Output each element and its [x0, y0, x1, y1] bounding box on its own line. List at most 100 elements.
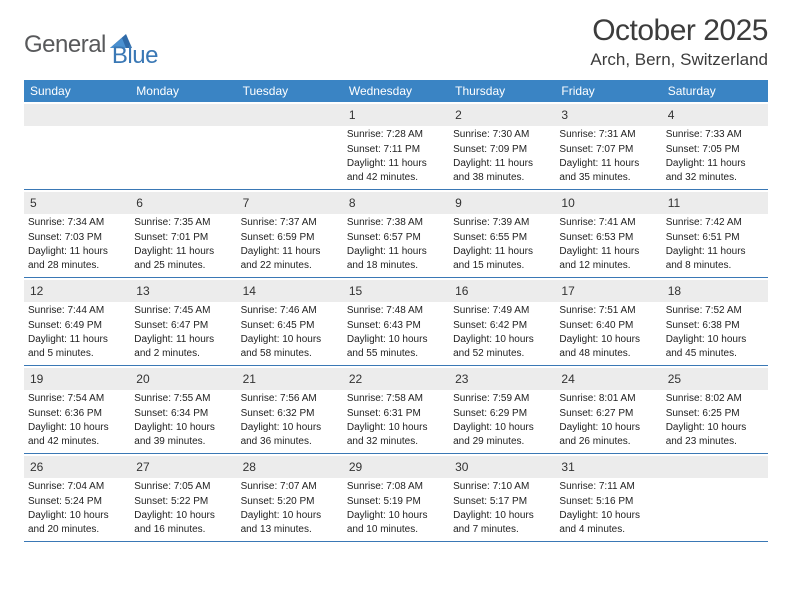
- day-sunrise: Sunrise: 7:45 AM: [134, 304, 232, 318]
- day-sunset: Sunset: 6:34 PM: [134, 407, 232, 421]
- day-details: Sunrise: 7:10 AMSunset: 5:17 PMDaylight:…: [453, 480, 551, 536]
- day-details: Sunrise: 7:51 AMSunset: 6:40 PMDaylight:…: [559, 304, 657, 360]
- day-number-row: 11: [662, 192, 768, 214]
- day-daylight: Daylight: 10 hours and 45 minutes.: [666, 333, 764, 360]
- day-number-row: 21: [237, 368, 343, 390]
- dow-thursday: Thursday: [449, 80, 555, 102]
- week-row: 12 Sunrise: 7:44 AMSunset: 6:49 PMDayligh…: [24, 278, 768, 366]
- day-number: 20: [136, 372, 149, 386]
- day-daylight: Daylight: 11 hours and 35 minutes.: [559, 157, 657, 184]
- day-details: Sunrise: 7:33 AMSunset: 7:05 PMDaylight:…: [666, 128, 764, 184]
- day-number: 17: [561, 284, 574, 298]
- day-details: Sunrise: 7:04 AMSunset: 5:24 PMDaylight:…: [28, 480, 126, 536]
- day-number-row: 28: [237, 456, 343, 478]
- day-number: 8: [349, 196, 356, 210]
- day-daylight: Daylight: 10 hours and 32 minutes.: [347, 421, 445, 448]
- day-details: Sunrise: 7:07 AMSunset: 5:20 PMDaylight:…: [241, 480, 339, 536]
- day-number-row: 8: [343, 192, 449, 214]
- day-details: Sunrise: 8:02 AMSunset: 6:25 PMDaylight:…: [666, 392, 764, 448]
- day-details: Sunrise: 7:42 AMSunset: 6:51 PMDaylight:…: [666, 216, 764, 272]
- day-sunset: Sunset: 5:19 PM: [347, 495, 445, 509]
- day-number: 31: [561, 460, 574, 474]
- day-sunrise: Sunrise: 7:35 AM: [134, 216, 232, 230]
- day-sunset: Sunset: 6:45 PM: [241, 319, 339, 333]
- day-number-row: .: [130, 104, 236, 126]
- day-daylight: Daylight: 10 hours and 29 minutes.: [453, 421, 551, 448]
- day-number-row: 12: [24, 280, 130, 302]
- day-details: Sunrise: 7:54 AMSunset: 6:36 PMDaylight:…: [28, 392, 126, 448]
- day-cell: 18Sunrise: 7:52 AMSunset: 6:38 PMDayligh…: [662, 278, 768, 365]
- day-number: 16: [455, 284, 468, 298]
- day-sunset: Sunset: 5:20 PM: [241, 495, 339, 509]
- day-sunset: Sunset: 6:55 PM: [453, 231, 551, 245]
- day-sunrise: Sunrise: 7:04 AM: [28, 480, 126, 494]
- day-cell: 31Sunrise: 7:11 AMSunset: 5:16 PMDayligh…: [555, 454, 661, 541]
- day-number: 13: [136, 284, 149, 298]
- day-details: Sunrise: 7:52 AMSunset: 6:38 PMDaylight:…: [666, 304, 764, 360]
- page-header: General Blue October 2025 Arch, Bern, Sw…: [24, 14, 768, 70]
- day-details: Sunrise: 7:48 AMSunset: 6:43 PMDaylight:…: [347, 304, 445, 360]
- day-daylight: Daylight: 11 hours and 22 minutes.: [241, 245, 339, 272]
- day-sunset: Sunset: 6:32 PM: [241, 407, 339, 421]
- day-cell: 9Sunrise: 7:39 AMSunset: 6:55 PMDaylight…: [449, 190, 555, 277]
- day-daylight: Daylight: 10 hours and 20 minutes.: [28, 509, 126, 536]
- day-sunset: Sunset: 7:07 PM: [559, 143, 657, 157]
- day-number: 25: [668, 372, 681, 386]
- day-cell: .: [237, 102, 343, 189]
- day-cell: 27Sunrise: 7:05 AMSunset: 5:22 PMDayligh…: [130, 454, 236, 541]
- day-daylight: Daylight: 10 hours and 36 minutes.: [241, 421, 339, 448]
- dow-saturday: Saturday: [662, 80, 768, 102]
- day-number-row: 5: [24, 192, 130, 214]
- day-sunset: Sunset: 6:57 PM: [347, 231, 445, 245]
- day-sunrise: Sunrise: 7:31 AM: [559, 128, 657, 142]
- week-row: 19 Sunrise: 7:54 AMSunset: 6:36 PMDayligh…: [24, 366, 768, 454]
- day-details: Sunrise: 7:59 AMSunset: 6:29 PMDaylight:…: [453, 392, 551, 448]
- day-sunrise: Sunrise: 7:07 AM: [241, 480, 339, 494]
- day-sunset: Sunset: 5:17 PM: [453, 495, 551, 509]
- day-sunrise: Sunrise: 7:08 AM: [347, 480, 445, 494]
- day-number-row: 4: [662, 104, 768, 126]
- day-cell: 10Sunrise: 7:41 AMSunset: 6:53 PMDayligh…: [555, 190, 661, 277]
- day-number-row: 31: [555, 456, 661, 478]
- day-number: 21: [243, 372, 256, 386]
- day-daylight: Daylight: 11 hours and 28 minutes.: [28, 245, 126, 272]
- day-daylight: Daylight: 10 hours and 10 minutes.: [347, 509, 445, 536]
- day-cell: 3Sunrise: 7:31 AMSunset: 7:07 PMDaylight…: [555, 102, 661, 189]
- day-sunrise: Sunrise: 7:41 AM: [559, 216, 657, 230]
- day-sunrise: Sunrise: 8:02 AM: [666, 392, 764, 406]
- day-number-row: 30: [449, 456, 555, 478]
- weeks-container: ...1Sunrise: 7:28 AMSunset: 7:11 PMDayli…: [24, 102, 768, 542]
- day-sunset: Sunset: 6:49 PM: [28, 319, 126, 333]
- day-daylight: Daylight: 10 hours and 7 minutes.: [453, 509, 551, 536]
- day-sunset: Sunset: 6:27 PM: [559, 407, 657, 421]
- day-details: Sunrise: 7:38 AMSunset: 6:57 PMDaylight:…: [347, 216, 445, 272]
- day-sunrise: Sunrise: 7:30 AM: [453, 128, 551, 142]
- day-daylight: Daylight: 10 hours and 4 minutes.: [559, 509, 657, 536]
- day-number: 12: [30, 284, 43, 298]
- day-sunset: Sunset: 5:16 PM: [559, 495, 657, 509]
- day-cell: 5Sunrise: 7:34 AMSunset: 7:03 PMDaylight…: [24, 190, 130, 277]
- day-cell: 2Sunrise: 7:30 AMSunset: 7:09 PMDaylight…: [449, 102, 555, 189]
- day-details: Sunrise: 7:28 AMSunset: 7:11 PMDaylight:…: [347, 128, 445, 184]
- day-sunrise: Sunrise: 7:05 AM: [134, 480, 232, 494]
- day-details: Sunrise: 7:34 AMSunset: 7:03 PMDaylight:…: [28, 216, 126, 272]
- day-sunrise: Sunrise: 8:01 AM: [559, 392, 657, 406]
- day-sunset: Sunset: 7:11 PM: [347, 143, 445, 157]
- day-cell: 12 Sunrise: 7:44 AMSunset: 6:49 PMDayligh…: [24, 278, 130, 365]
- day-sunrise: Sunrise: 7:49 AM: [453, 304, 551, 318]
- day-number: 24: [561, 372, 574, 386]
- day-daylight: Daylight: 11 hours and 8 minutes.: [666, 245, 764, 272]
- day-daylight: Daylight: 11 hours and 18 minutes.: [347, 245, 445, 272]
- day-number: 11: [668, 196, 680, 210]
- day-number: 6: [136, 196, 143, 210]
- day-details: Sunrise: 7:44 AMSunset: 6:49 PMDaylight:…: [28, 304, 126, 360]
- day-number-row: 18: [662, 280, 768, 302]
- day-daylight: Daylight: 10 hours and 13 minutes.: [241, 509, 339, 536]
- day-sunset: Sunset: 6:40 PM: [559, 319, 657, 333]
- day-sunrise: Sunrise: 7:33 AM: [666, 128, 764, 142]
- day-cell: 14Sunrise: 7:46 AMSunset: 6:45 PMDayligh…: [237, 278, 343, 365]
- day-number: 7: [243, 196, 250, 210]
- day-details: Sunrise: 7:56 AMSunset: 6:32 PMDaylight:…: [241, 392, 339, 448]
- day-number: 19: [30, 372, 43, 386]
- day-cell: 28Sunrise: 7:07 AMSunset: 5:20 PMDayligh…: [237, 454, 343, 541]
